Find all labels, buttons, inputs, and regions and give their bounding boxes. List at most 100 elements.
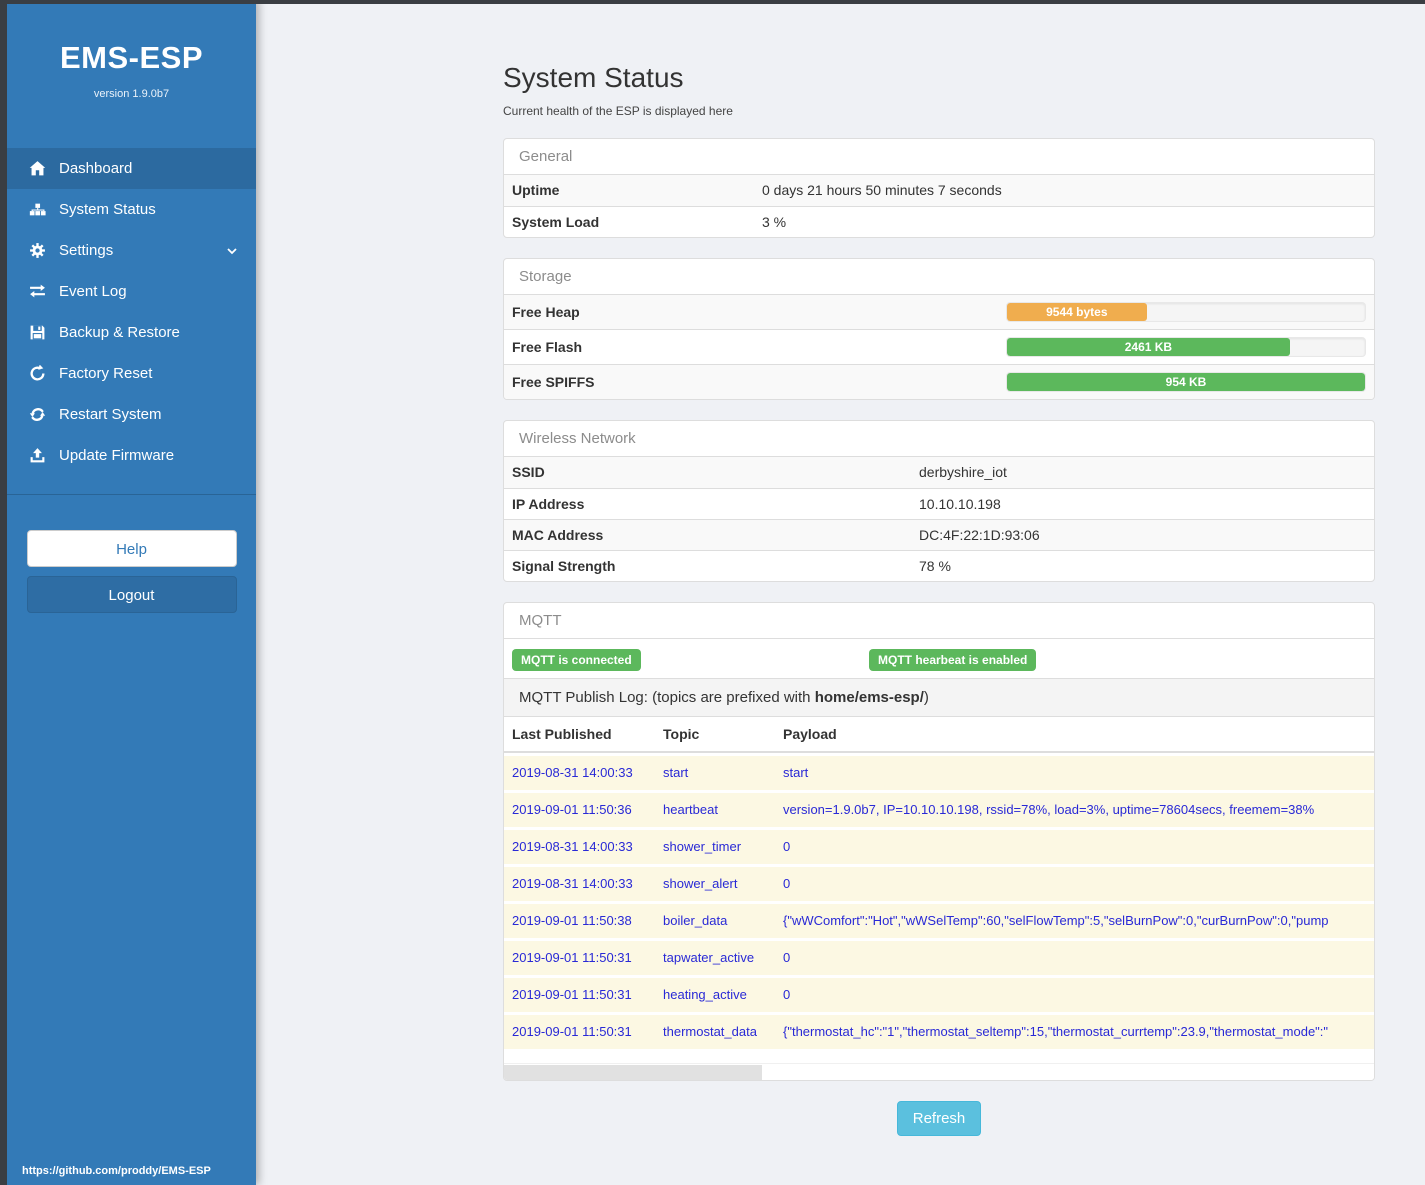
table-row: SSID derbyshire_iot — [504, 457, 1374, 488]
mqtt-publish-log-title: MQTT Publish Log: (topics are prefixed w… — [504, 678, 1374, 717]
sidebar-item-label: Backup & Restore — [59, 324, 180, 341]
table-row: Free SPIFFS 954 KB — [504, 364, 1374, 399]
refresh-button[interactable]: Refresh — [896, 1101, 982, 1136]
panel-storage: Storage Free Heap 9544 bytes Free Flash … — [503, 258, 1375, 400]
log-time: 2019-08-31 14:00:33 — [512, 765, 633, 780]
panel-storage-header: Storage — [504, 259, 1374, 295]
sidebar-item-label: Factory Reset — [59, 365, 153, 382]
log-row: 2019-09-01 11:50:31 thermostat_data {"th… — [504, 1012, 1374, 1049]
mqtt-connected-badge: MQTT is connected — [512, 649, 641, 671]
log-payload: 0 — [783, 987, 791, 1002]
log-row: 2019-09-01 11:50:31 tapwater_active 0 — [504, 938, 1374, 975]
page-subtitle: Current health of the ESP is displayed h… — [503, 104, 733, 118]
scrollbar-thumb[interactable] — [504, 1065, 762, 1080]
log-row: 2019-08-31 14:00:33 start start — [504, 753, 1374, 790]
log-time: 2019-08-31 14:00:33 — [512, 839, 633, 854]
col-payload: Payload — [783, 726, 837, 742]
log-topic: heartbeat — [663, 802, 718, 817]
mqtt-heartbeat-badge: MQTT hearbeat is enabled — [869, 649, 1037, 671]
chevron-down-icon — [226, 244, 238, 261]
sidebar-item-label: Event Log — [59, 283, 127, 300]
row-value: derbyshire_iot — [919, 464, 1007, 481]
log-table-header: Last Published Topic Payload — [504, 717, 1374, 753]
progress-track: 9544 bytes — [1006, 302, 1366, 322]
mqtt-badges: MQTT is connected MQTT hearbeat is enabl… — [504, 639, 1374, 678]
exchange-arrows-icon — [29, 283, 46, 300]
col-topic: Topic — [663, 726, 700, 742]
log-time: 2019-08-31 14:00:33 — [512, 876, 633, 891]
row-label: MAC Address — [504, 518, 911, 550]
row-value: 0 days 21 hours 50 minutes 7 seconds — [762, 182, 1002, 199]
home-icon — [29, 160, 46, 177]
sidebar-item-label: Dashboard — [59, 160, 133, 177]
sidebar-item-update-firmware[interactable]: Update Firmware — [7, 435, 256, 476]
app-title: EMS-ESP — [59, 40, 204, 75]
app-version: version 1.9.0b7 — [93, 88, 170, 100]
log-payload: 0 — [783, 876, 791, 891]
table-row: IP Address 10.10.10.198 — [504, 487, 1374, 519]
sidebar-item-settings[interactable]: Settings — [7, 230, 256, 271]
window-top-edge — [0, 0, 1425, 4]
log-time: 2019-09-01 11:50:36 — [512, 802, 632, 817]
progress-track: 2461 KB — [1006, 337, 1366, 357]
row-value: DC:4F:22:1D:93:06 — [911, 518, 1374, 550]
horizontal-scrollbar[interactable] — [504, 1063, 1374, 1080]
sidebar-item-label: Update Firmware — [59, 447, 175, 464]
panel-mqtt: MQTT MQTT is connected MQTT hearbeat is … — [503, 602, 1375, 1081]
free-heap-progress-bar: 9544 bytes — [1007, 303, 1147, 321]
main-content: System Status Current health of the ESP … — [503, 0, 1375, 1136]
sidebar-item-label: Settings — [59, 242, 114, 259]
log-topic: start — [663, 765, 689, 780]
log-payload: 0 — [783, 950, 791, 965]
log-time: 2019-09-01 11:50:38 — [512, 913, 632, 928]
log-payload: start — [783, 765, 809, 780]
sidebar-item-backup-restore[interactable]: Backup & Restore — [7, 312, 256, 353]
mqtt-topic-prefix: home/ems-esp/ — [814, 689, 924, 706]
refresh-icon — [29, 406, 46, 423]
upload-icon — [29, 447, 46, 464]
log-payload: 0 — [783, 839, 791, 854]
log-time: 2019-09-01 11:50:31 — [512, 1024, 632, 1039]
log-topic: thermostat_data — [663, 1024, 757, 1039]
log-time: 2019-09-01 11:50:31 — [512, 950, 632, 965]
rotate-icon — [29, 365, 46, 382]
free-flash-progress-bar: 2461 KB — [1007, 338, 1290, 356]
row-label: Free Flash — [504, 329, 998, 365]
panel-wireless: Wireless Network SSID derbyshire_iot IP … — [503, 420, 1375, 582]
window-left-edge — [0, 0, 7, 1185]
sitemap-icon — [29, 201, 46, 218]
save-icon — [29, 324, 46, 341]
sidebar: EMS-ESP version 1.9.0b7 Dashboard System… — [7, 0, 256, 1185]
log-payload: {"thermostat_hc":"1","thermostat_seltemp… — [783, 1024, 1329, 1039]
sidebar-item-system-status[interactable]: System Status — [7, 189, 256, 230]
sidebar-item-restart-system[interactable]: Restart System — [7, 394, 256, 435]
sidebar-item-label: Restart System — [59, 406, 162, 423]
logout-button[interactable]: Logout — [26, 576, 237, 613]
sidebar-nav: Dashboard System Status Settings Event L… — [7, 148, 256, 476]
help-button[interactable]: Help — [26, 530, 237, 567]
log-topic: shower_timer — [663, 839, 742, 854]
row-value: 78 % — [911, 549, 1374, 581]
log-payload: version=1.9.0b7, IP=10.10.10.198, rssid=… — [783, 802, 1315, 817]
panel-wireless-header: Wireless Network — [504, 421, 1374, 457]
table-row: Free Heap 9544 bytes — [504, 295, 1374, 330]
row-label: Free Heap — [512, 304, 580, 320]
col-last-published: Last Published — [512, 726, 612, 742]
panel-general-header: General — [504, 139, 1374, 175]
panel-general: General Uptime 0 days 21 hours 50 minute… — [503, 138, 1375, 238]
panel-mqtt-header: MQTT — [504, 603, 1374, 639]
row-label: Uptime — [512, 182, 560, 199]
log-topic: heating_active — [663, 987, 747, 1002]
sidebar-item-event-log[interactable]: Event Log — [7, 271, 256, 312]
sidebar-item-dashboard[interactable]: Dashboard — [7, 148, 256, 189]
mqtt-publish-log-table: Last Published Topic Payload 2019-08-31 … — [504, 717, 1374, 1080]
log-row: 2019-09-01 11:50:36 heartbeat version=1.… — [504, 790, 1374, 827]
row-label: IP Address — [504, 487, 911, 519]
log-time: 2019-09-01 11:50:31 — [512, 987, 632, 1002]
free-spiffs-progress-bar: 954 KB — [1007, 373, 1365, 391]
sidebar-item-factory-reset[interactable]: Factory Reset — [7, 353, 256, 394]
table-row: Signal Strength 78 % — [504, 549, 1374, 581]
row-label: Signal Strength — [504, 549, 911, 581]
github-url: https://github.com/proddy/EMS-ESP — [22, 1165, 211, 1177]
progress-track: 954 KB — [1006, 372, 1366, 392]
